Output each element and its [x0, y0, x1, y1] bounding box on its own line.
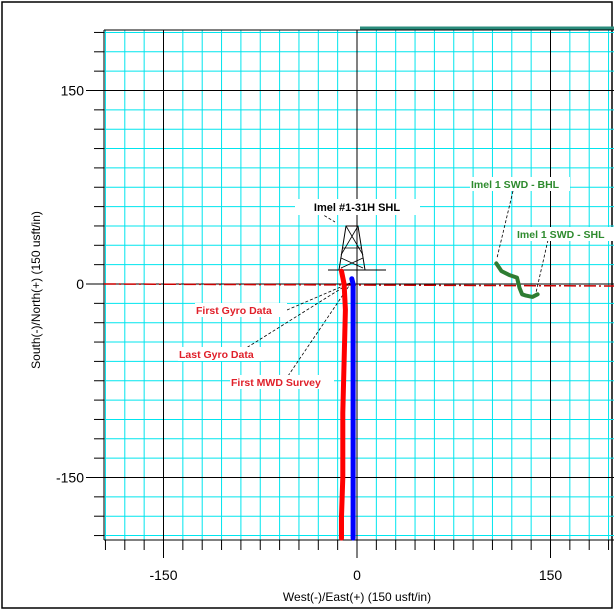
rig-icon: [328, 225, 386, 271]
y-tick-label: -150: [56, 470, 84, 486]
label-box-swd-bhl: [470, 177, 570, 191]
reference-line: [103, 283, 614, 287]
series-layer: [339, 261, 540, 541]
label-box-swd-shl: [516, 227, 614, 241]
y-tick-label: 0: [76, 276, 84, 292]
label-last-gyro: Last Gyro Data: [179, 349, 254, 361]
series-line-green: [494, 261, 540, 299]
label-swd-shl: Imel 1 SWD - SHL: [517, 229, 605, 241]
x-tick-labels: -150 0 150: [149, 567, 562, 583]
annotation-leader-line: [286, 282, 351, 311]
annotation-leader-line: [242, 282, 351, 351]
label-box-first-gyro: [195, 303, 287, 317]
label-box-shl: [295, 199, 420, 215]
annotation-leader-line: [496, 190, 514, 259]
x-tick-label: 0: [353, 567, 361, 583]
label-first-gyro: First Gyro Data: [196, 305, 272, 317]
label-box-first-mwd: [230, 375, 334, 389]
frame-ticks: [86, 29, 614, 558]
series-line-blue: [349, 276, 356, 541]
y-axis-title: South(-)/North(+) (150 usft/in): [29, 211, 43, 369]
minor-grid: [104, 30, 614, 540]
y-tick-labels: 150 0 -150: [56, 83, 84, 486]
plot-area: [86, 26, 614, 558]
x-axis-title: West(-)/East(+) (150 usft/in): [283, 590, 431, 604]
x-tick-label: 150: [539, 567, 563, 583]
series-line-red: [339, 268, 348, 541]
y-tick-label: 150: [61, 83, 85, 99]
label-box-last-gyro: [178, 347, 264, 361]
label-imel-shl: Imel #1-31H SHL: [314, 202, 400, 214]
label-swd-bhl: Imel 1 SWD - BHL: [471, 179, 560, 191]
annotation-leader-line: [287, 282, 352, 377]
x-tick-label: -150: [149, 567, 177, 583]
label-first-mwd: First MWD Survey: [231, 377, 321, 389]
